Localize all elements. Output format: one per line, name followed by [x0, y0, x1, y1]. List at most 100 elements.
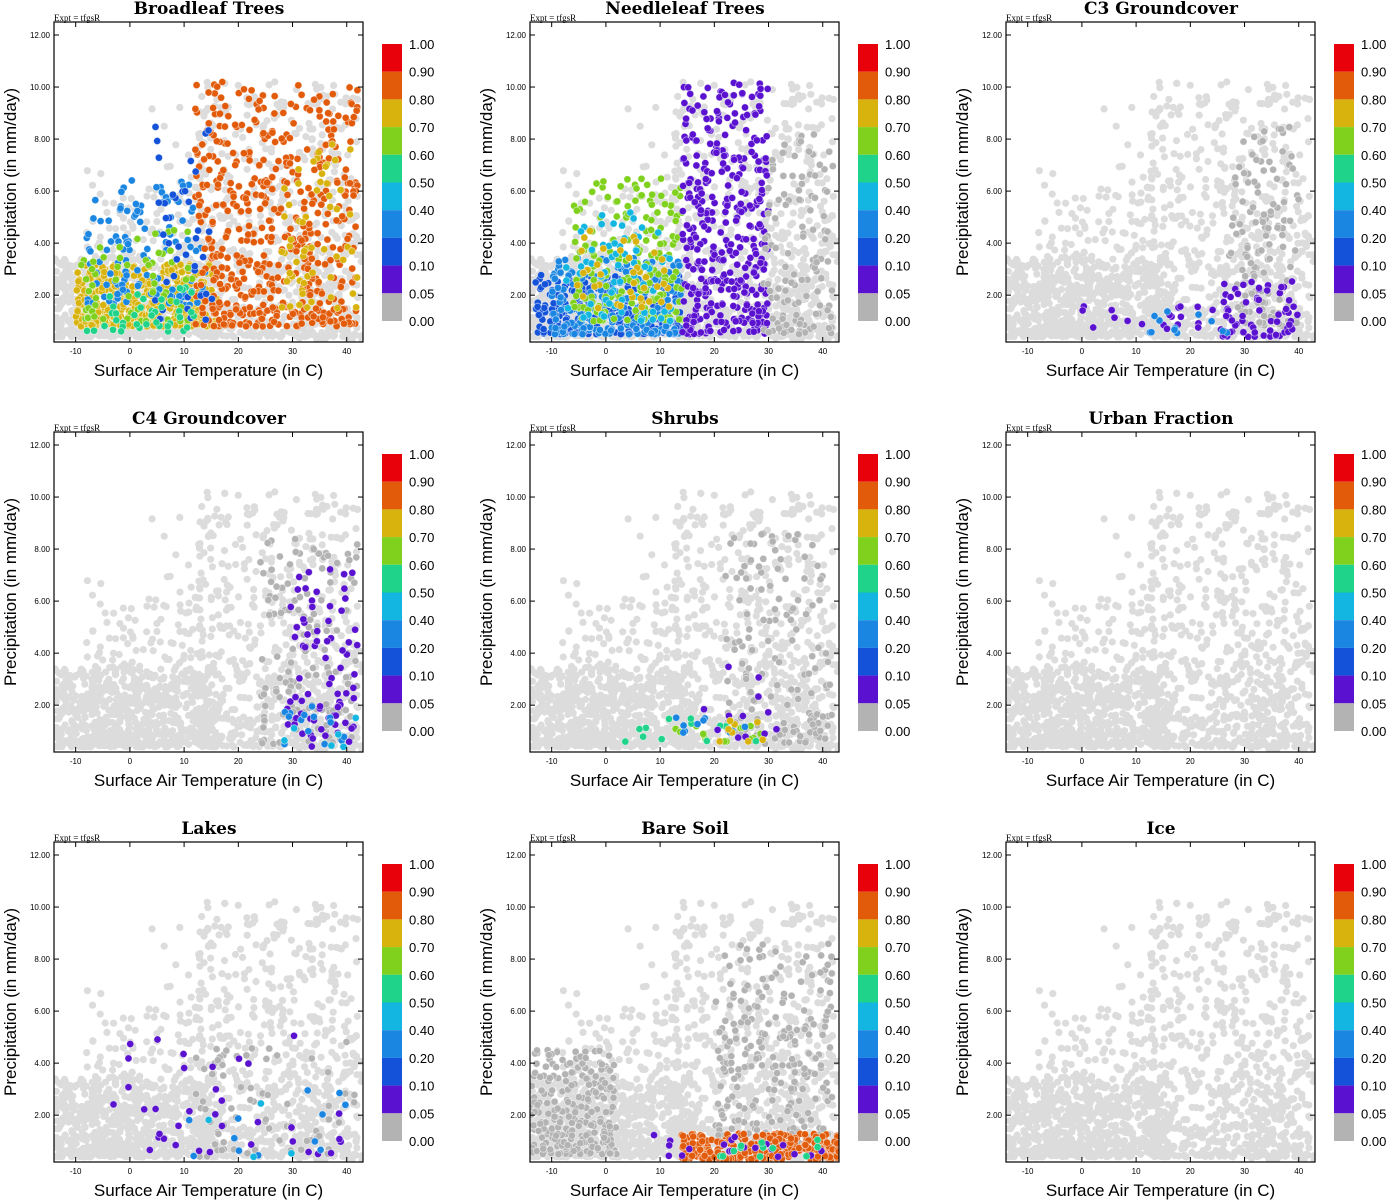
background-point	[154, 331, 162, 339]
background-point	[353, 95, 362, 103]
data-point	[277, 247, 286, 256]
data-point	[251, 322, 260, 331]
data-point	[112, 316, 121, 325]
data-point	[256, 237, 265, 246]
data-point	[176, 260, 185, 269]
data-point	[236, 207, 245, 216]
data-point	[270, 317, 279, 326]
data-point	[263, 178, 272, 187]
background-point	[327, 265, 335, 274]
x-tick-label: 10	[180, 347, 189, 356]
colorbar-swatch	[382, 265, 402, 294]
background-point	[530, 255, 535, 263]
data-point	[239, 149, 248, 158]
data-point	[202, 289, 211, 298]
data-point	[133, 266, 142, 275]
background-point	[219, 214, 227, 222]
background-point	[126, 218, 134, 226]
data-point	[257, 191, 266, 200]
data-point	[268, 128, 277, 137]
data-point	[91, 196, 100, 205]
data-point	[647, 225, 656, 234]
data-point	[106, 269, 115, 278]
data-point	[285, 159, 294, 168]
background-point	[805, 105, 813, 113]
background-point	[778, 133, 786, 141]
data-point	[572, 291, 581, 300]
y-tick-label: 4.00	[34, 239, 50, 248]
data-point	[321, 162, 330, 171]
data-point	[603, 193, 612, 202]
data-point	[223, 299, 232, 308]
data-point	[84, 230, 93, 239]
background-point	[218, 150, 226, 158]
data-point	[105, 292, 114, 301]
data-point	[91, 294, 100, 303]
background-point	[619, 192, 627, 200]
data-point	[115, 243, 124, 252]
data-point	[133, 290, 142, 299]
data-point	[89, 257, 98, 266]
data-point	[346, 137, 355, 146]
background-point	[713, 125, 721, 133]
data-point	[285, 269, 294, 278]
background-point	[125, 331, 133, 339]
data-point	[637, 191, 646, 200]
background-point	[777, 156, 785, 164]
data-point	[556, 293, 565, 302]
data-point	[73, 307, 82, 316]
data-point	[112, 309, 121, 318]
data-point	[159, 230, 168, 239]
data-point	[561, 255, 570, 264]
data-point	[258, 322, 267, 331]
background-point	[559, 243, 567, 251]
data-point	[88, 265, 97, 274]
data-point	[257, 223, 266, 232]
data-point	[329, 117, 338, 126]
data-point	[259, 129, 268, 138]
data-point	[599, 177, 608, 186]
background-point	[175, 332, 183, 340]
y-tick-label: 2.00	[34, 291, 50, 300]
data-point	[226, 179, 235, 188]
background-point	[795, 145, 803, 154]
background-point	[243, 331, 251, 339]
background-point	[302, 133, 310, 141]
data-point	[228, 321, 237, 330]
colorbar-label: 0.80	[409, 92, 434, 107]
background-point	[737, 255, 745, 263]
data-point	[181, 275, 190, 284]
data-point	[199, 253, 208, 262]
background-point	[279, 328, 287, 336]
background-point	[265, 81, 273, 89]
background-point	[285, 291, 293, 299]
data-point	[220, 122, 229, 131]
background-point	[732, 267, 741, 275]
data-point	[317, 200, 326, 209]
data-point	[295, 300, 304, 309]
background-point	[64, 273, 72, 281]
data-point	[166, 246, 175, 255]
background-point	[672, 175, 680, 183]
background-point	[109, 253, 117, 261]
data-point	[270, 205, 279, 214]
data-point	[647, 329, 656, 338]
background-point	[119, 224, 127, 232]
data-point	[305, 106, 314, 115]
data-point	[317, 169, 326, 178]
data-point	[648, 190, 657, 199]
background-point	[153, 217, 161, 226]
data-point	[657, 191, 666, 200]
data-point	[204, 88, 213, 97]
background-point	[139, 236, 147, 244]
data-point	[537, 271, 546, 280]
data-point	[671, 188, 680, 197]
data-point	[216, 173, 225, 182]
background-point	[652, 103, 660, 111]
data-point	[154, 198, 163, 207]
background-point	[354, 238, 362, 246]
background-point	[607, 206, 615, 214]
background-point	[789, 219, 797, 227]
data-point	[316, 177, 325, 186]
data-point	[665, 329, 674, 338]
